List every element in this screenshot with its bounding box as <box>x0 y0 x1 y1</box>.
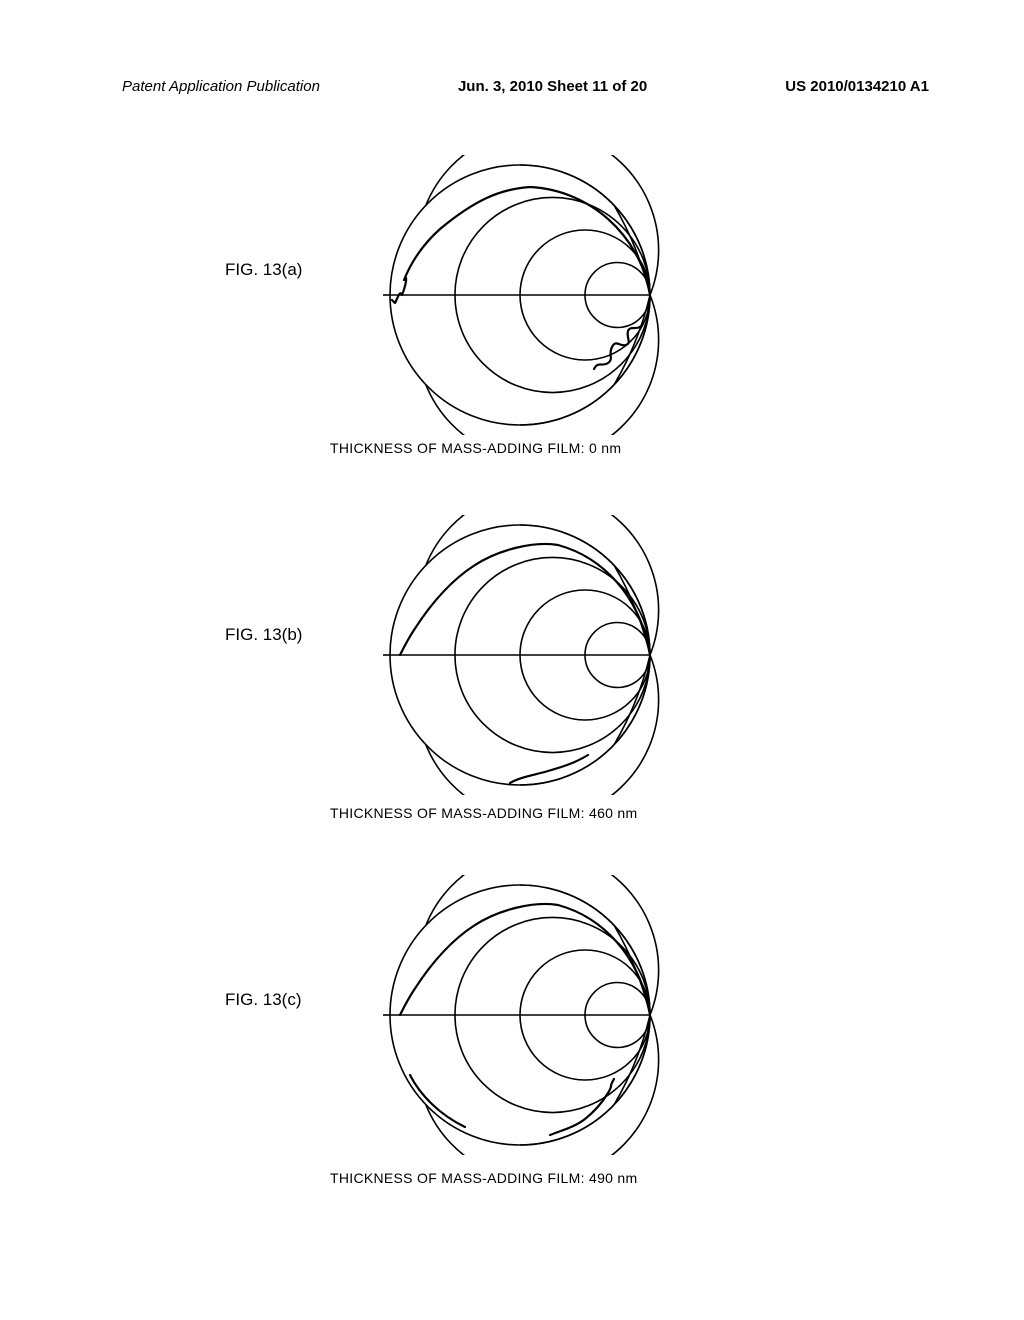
figure-label: FIG. 13(a) <box>225 260 302 280</box>
page-header: Patent Application Publication Jun. 3, 2… <box>0 78 1024 95</box>
smith-chart-a <box>380 155 660 435</box>
figure-caption: THICKNESS OF MASS-ADDING FILM: 490 nm <box>330 1170 638 1186</box>
smith-chart-b <box>380 515 660 795</box>
figure-caption: THICKNESS OF MASS-ADDING FILM: 0 nm <box>330 440 621 456</box>
header-right: US 2010/0134210 A1 <box>785 78 929 95</box>
figure-label: FIG. 13(b) <box>225 625 302 645</box>
header-center: Jun. 3, 2010 Sheet 11 of 20 <box>458 78 647 95</box>
figure-label: FIG. 13(c) <box>225 990 302 1010</box>
header-left: Patent Application Publication <box>122 78 320 95</box>
figure-caption: THICKNESS OF MASS-ADDING FILM: 460 nm <box>330 805 638 821</box>
smith-chart-c <box>380 875 660 1155</box>
